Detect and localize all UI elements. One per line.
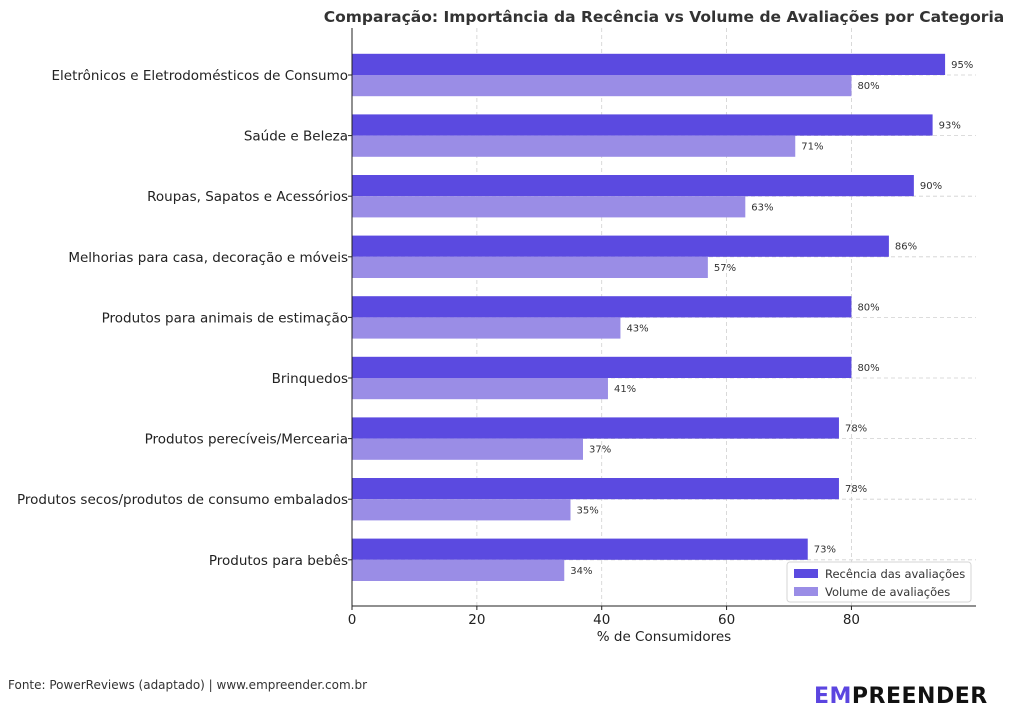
- bar-recencia: [352, 114, 933, 136]
- x-axis-label: % de Consumidores: [597, 629, 731, 645]
- chart-title: Comparação: Importância da Recência vs V…: [324, 8, 1004, 26]
- value-label-recencia: 78%: [845, 424, 867, 435]
- x-tick-label: 80: [843, 612, 860, 628]
- bar-volume: [352, 317, 621, 339]
- bar-recencia: [352, 478, 839, 500]
- bar-volume: [352, 135, 796, 157]
- value-label-recencia: 78%: [845, 484, 867, 495]
- y-tick-label: Melhorias para casa, decoração e móveis: [68, 250, 348, 266]
- bar-volume: [352, 256, 708, 278]
- x-tick-label: 60: [718, 612, 735, 628]
- bar-volume: [352, 196, 746, 218]
- bar-volume: [352, 499, 571, 521]
- y-tick-label: Eletrônicos e Eletrodomésticos de Consum…: [52, 68, 348, 84]
- bar-recencia: [352, 53, 946, 75]
- x-tick-label: 20: [468, 612, 485, 628]
- value-label-recencia: 80%: [857, 302, 879, 313]
- legend: Recência das avaliações Volume de avaliaç…: [786, 561, 972, 603]
- y-tick-label: Produtos para animais de estimação: [102, 310, 348, 326]
- legend-box: [786, 561, 972, 603]
- bar-volume: [352, 559, 565, 581]
- bars: 95% 80% 93% 71% 90% 63% 86% 57% 80% 43% 80% 41% 78% 3…: [352, 53, 973, 581]
- value-label-volume: 37%: [589, 445, 611, 456]
- value-label-recencia: 90%: [920, 181, 942, 192]
- bar-recencia: [352, 175, 914, 197]
- value-label-volume: 80%: [857, 81, 879, 92]
- y-tick-label: Saúde e Beleza: [244, 129, 348, 145]
- y-tick-label: Produtos para bebês: [209, 553, 348, 569]
- x-tick-label: 40: [593, 612, 610, 628]
- value-label-volume: 71%: [801, 142, 823, 153]
- value-label-recencia: 86%: [895, 242, 917, 253]
- value-label-recencia: 80%: [857, 363, 879, 374]
- value-label-recencia: 95%: [951, 60, 973, 71]
- value-label-recencia: 93%: [939, 121, 961, 132]
- axes: Eletrônicos e Eletrodomésticos de Consum…: [17, 28, 976, 628]
- bar-volume: [352, 75, 852, 97]
- bar-volume: [352, 378, 608, 400]
- legend-label: Recência das avaliações: [825, 567, 965, 581]
- bar-recencia: [352, 356, 852, 378]
- bar-recencia: [352, 235, 889, 257]
- legend-swatch: [794, 569, 818, 578]
- y-tick-label: Roupas, Sapatos e Acessórios: [147, 189, 348, 205]
- bar-recencia: [352, 417, 839, 439]
- empreender-logo: EMPREENDER: [814, 684, 988, 709]
- value-label-volume: 35%: [577, 505, 599, 516]
- bar-volume: [352, 438, 583, 460]
- value-label-volume: 41%: [614, 384, 636, 395]
- y-tick-label: Brinquedos: [272, 371, 348, 387]
- x-tick-label: 0: [348, 612, 357, 628]
- value-label-recencia: 73%: [814, 545, 836, 556]
- bar-recencia: [352, 538, 808, 560]
- value-label-volume: 43%: [626, 324, 648, 335]
- value-label-volume: 57%: [714, 263, 736, 274]
- y-tick-label: Produtos perecíveis/Mercearia: [145, 432, 348, 448]
- value-label-volume: 34%: [570, 566, 592, 577]
- source-note: Fonte: PowerReviews (adaptado) | www.emp…: [8, 678, 368, 692]
- bar-chart: Comparação: Importância da Recência vs V…: [17, 8, 1004, 645]
- legend-swatch: [794, 587, 818, 596]
- legend-label: Volume de avaliações: [825, 585, 950, 599]
- value-label-volume: 63%: [751, 202, 773, 213]
- y-tick-label: Produtos secos/produtos de consumo embal…: [17, 492, 348, 508]
- bar-recencia: [352, 296, 852, 318]
